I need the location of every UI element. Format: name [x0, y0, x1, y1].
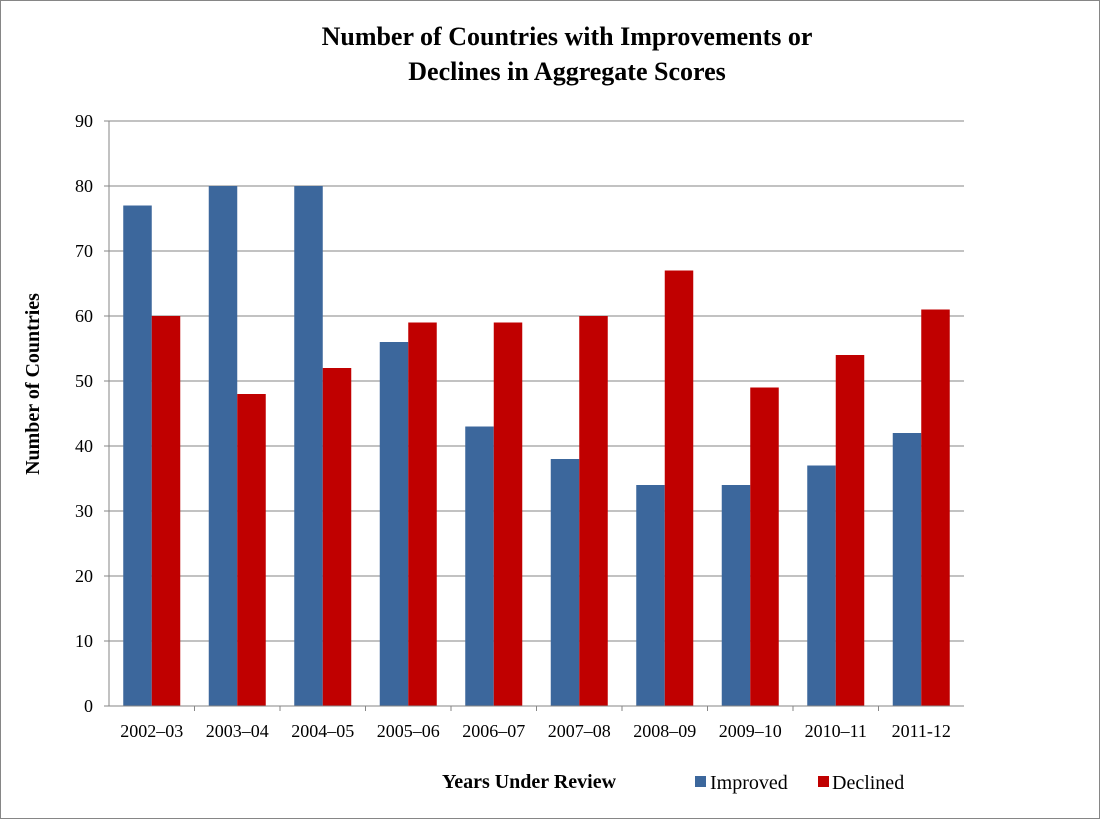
bar-declined-7: [750, 387, 779, 706]
y-tick-label-20: 20: [75, 566, 93, 586]
x-tick-label-4: 2006–07: [462, 721, 525, 741]
y-axis-title: Number of Countries: [22, 293, 44, 475]
bar-declined-0: [151, 316, 181, 706]
x-tick-label-3: 2005–06: [377, 721, 440, 741]
x-tick-label-8: 2010–11: [805, 721, 867, 741]
bar-declined-3: [408, 322, 437, 706]
x-tick-label-9: 2011-12: [892, 721, 951, 741]
x-tick-label-1: 2003–04: [206, 721, 269, 741]
bar-declined-4: [493, 322, 523, 706]
bar-declined-2: [322, 368, 352, 706]
bar-improved-8: [807, 465, 836, 706]
bar-declined-6: [664, 270, 694, 706]
x-axis-title: Years Under Review: [442, 771, 617, 793]
legend-swatch-improved: [695, 776, 706, 787]
x-tick-label-2: 2004–05: [291, 721, 354, 741]
chart-title-line-1: Number of Countries with Improvements or: [322, 22, 813, 51]
legend-label-improved: Improved: [710, 772, 788, 794]
x-tick-label-7: 2009–10: [719, 721, 782, 741]
y-tick-label-70: 70: [75, 241, 93, 261]
y-tick-label-0: 0: [84, 696, 93, 716]
y-tick-label-90: 90: [75, 111, 93, 131]
bar-declined-9: [921, 309, 950, 706]
y-tick-label-60: 60: [75, 306, 93, 326]
bars: [123, 186, 950, 706]
bar-declined-1: [237, 394, 266, 706]
chart-title-line-2: Declines in Aggregate Scores: [408, 57, 725, 86]
bar-improved-7: [721, 485, 751, 706]
y-tick-label-30: 30: [75, 501, 93, 521]
x-tick-label-5: 2007–08: [548, 721, 611, 741]
x-tick-label-6: 2008–09: [633, 721, 696, 741]
y-tick-label-10: 10: [75, 631, 93, 651]
bar-declined-8: [835, 355, 865, 706]
x-tick-label-0: 2002–03: [120, 721, 183, 741]
y-tick-label-50: 50: [75, 371, 93, 391]
bar-improved-2: [294, 186, 323, 706]
y-tick-label-40: 40: [75, 436, 93, 456]
bar-declined-5: [579, 316, 608, 706]
legend-swatch-declined: [818, 776, 829, 787]
y-axis-ticks: 0 10 20 30 40 50 60 70 80 90: [75, 111, 109, 716]
bar-improved-1: [208, 186, 238, 706]
legend-label-declined: Declined: [832, 772, 904, 794]
bar-improved-0: [123, 205, 152, 706]
bar-improved-6: [636, 485, 665, 706]
bar-improved-9: [892, 433, 922, 706]
bar-improved-4: [465, 426, 494, 706]
bar-improved-5: [550, 459, 580, 706]
bar-improved-3: [379, 342, 409, 706]
x-axis-ticks: 2002–03 2003–04 2004–05 2005–06 2006–07 2007–…: [120, 706, 951, 741]
y-tick-label-80: 80: [75, 176, 93, 196]
legend: Improved Declined: [695, 772, 904, 794]
